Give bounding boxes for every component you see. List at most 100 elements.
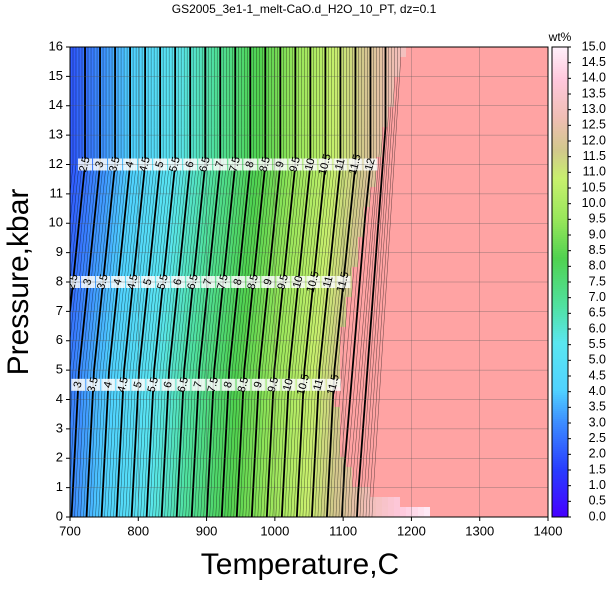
- field-cell: [346, 357, 353, 368]
- field-cell: [124, 297, 131, 308]
- field-cell: [268, 387, 275, 398]
- field-cell: [454, 87, 461, 98]
- field-cell: [244, 497, 251, 508]
- field-cell: [190, 347, 197, 358]
- field-cell: [466, 117, 473, 128]
- field-cell: [514, 97, 521, 108]
- field-cell: [406, 317, 413, 328]
- contour-label-bg: [191, 378, 206, 391]
- colorbar-cell: [552, 373, 568, 376]
- field-cell: [118, 497, 125, 508]
- colorbar-tick-label: 10.5: [582, 180, 606, 194]
- field-cell: [466, 77, 473, 88]
- field-cell: [388, 437, 395, 448]
- field-cell: [130, 347, 137, 358]
- field-cell: [76, 437, 83, 448]
- field-cell: [112, 257, 119, 268]
- field-cell: [424, 157, 431, 168]
- field-cell: [118, 257, 125, 268]
- field-cell: [226, 507, 233, 517]
- field-cell: [124, 227, 131, 238]
- field-cell: [394, 217, 401, 228]
- colorbar-cell: [552, 241, 568, 244]
- colorbar-cell: [552, 117, 568, 120]
- colorbar-cell: [552, 223, 568, 226]
- field-cell: [274, 407, 281, 418]
- field-cell: [280, 207, 287, 218]
- field-cell: [394, 347, 401, 358]
- field-cell: [454, 237, 461, 248]
- field-cell: [280, 447, 287, 458]
- field-cell: [208, 317, 215, 328]
- field-cell: [472, 237, 479, 248]
- field-cell: [316, 287, 323, 298]
- field-cell: [316, 187, 323, 198]
- field-cell: [364, 317, 371, 328]
- field-cell: [382, 327, 389, 338]
- field-cell: [430, 327, 437, 338]
- field-cell: [544, 227, 548, 238]
- field-cell: [310, 177, 317, 188]
- field-cell: [196, 507, 203, 517]
- field-cell: [532, 177, 539, 188]
- field-cell: [538, 147, 545, 158]
- field-cell: [268, 497, 275, 508]
- field-cell: [508, 357, 515, 368]
- field-cell: [280, 267, 287, 278]
- field-cell: [82, 457, 89, 468]
- field-cell: [442, 317, 449, 328]
- field-cell: [178, 487, 185, 498]
- field-cell: [430, 247, 437, 258]
- field-cell: [166, 447, 173, 458]
- field-cell: [544, 467, 548, 478]
- field-cell: [226, 447, 233, 458]
- field-cell: [424, 137, 431, 148]
- field-cell: [508, 127, 515, 138]
- field-cell: [292, 297, 299, 308]
- field-cell: [244, 287, 251, 298]
- field-cell: [136, 287, 143, 298]
- field-cell: [220, 287, 227, 298]
- field-cell: [190, 507, 197, 517]
- field-cell: [406, 397, 413, 408]
- field-cell: [388, 467, 395, 478]
- field-cell: [532, 437, 539, 448]
- field-cell: [496, 397, 503, 408]
- field-cell: [508, 387, 515, 398]
- field-cell: [538, 207, 545, 218]
- colorbar-cell: [552, 53, 568, 56]
- field-cell: [268, 227, 275, 238]
- field-cell: [412, 447, 419, 458]
- field-cell: [130, 227, 137, 238]
- field-cell: [166, 497, 173, 508]
- field-cell: [244, 387, 251, 398]
- field-cell: [466, 347, 473, 358]
- field-cell: [412, 347, 419, 358]
- field-cell: [232, 507, 239, 517]
- field-cell: [226, 477, 233, 488]
- y-tick-label: 15: [49, 68, 63, 83]
- field-cell: [214, 487, 221, 498]
- field-cell: [76, 467, 83, 478]
- field-cell: [496, 187, 503, 198]
- field-cell: [502, 337, 509, 348]
- field-cell: [454, 297, 461, 308]
- colorbar-cell: [552, 199, 568, 202]
- colorbar-cell: [552, 215, 568, 218]
- field-cell: [136, 267, 143, 278]
- field-cell: [100, 407, 107, 418]
- colorbar-cell: [552, 323, 568, 326]
- minor-contour: [70, 47, 92, 371]
- field-cell: [514, 447, 521, 458]
- field-cell: [112, 367, 119, 378]
- field-cell: [328, 497, 335, 508]
- field-cell: [298, 387, 305, 398]
- field-cell: [412, 227, 419, 238]
- field-cell: [448, 417, 455, 428]
- field-cell: [166, 237, 173, 248]
- field-cell: [322, 477, 329, 488]
- field-cell: [538, 227, 545, 238]
- field-cell: [484, 447, 491, 458]
- field-cell: [88, 297, 95, 308]
